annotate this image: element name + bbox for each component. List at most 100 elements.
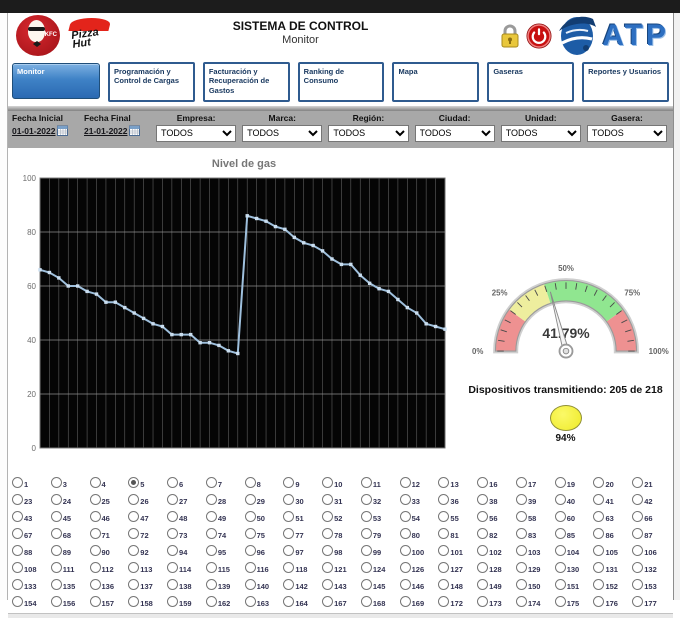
radio-button[interactable] — [593, 545, 605, 556]
device-radio-116[interactable]: 116 — [244, 562, 284, 575]
radio-button[interactable] — [167, 494, 179, 505]
radio-button[interactable] — [399, 511, 411, 522]
radio-button[interactable] — [438, 528, 450, 539]
calendar-icon[interactable] — [129, 125, 141, 136]
radio-button[interactable] — [167, 596, 179, 607]
radio-button[interactable] — [399, 494, 411, 505]
device-radio-102[interactable]: 102 — [477, 545, 516, 558]
radio-button[interactable] — [360, 511, 372, 522]
device-radio-3[interactable]: 3 — [50, 477, 90, 490]
device-radio-138[interactable]: 138 — [167, 579, 206, 592]
radio-button[interactable] — [89, 596, 101, 607]
radio-button[interactable] — [477, 545, 489, 556]
device-radio-154[interactable]: 154 — [12, 596, 51, 609]
device-radio-112[interactable]: 112 — [89, 562, 129, 575]
device-radio-132[interactable]: 132 — [632, 562, 671, 575]
radio-button[interactable] — [283, 596, 295, 607]
device-radio-81[interactable]: 81 — [438, 528, 477, 541]
device-radio-74[interactable]: 74 — [205, 528, 245, 541]
device-radio-26[interactable]: 26 — [128, 494, 167, 507]
right-scrollbar-strip[interactable] — [673, 13, 680, 600]
filter-select-marca[interactable]: TODOS — [242, 124, 323, 142]
device-radio-157[interactable]: 157 — [89, 596, 129, 609]
radio-button[interactable] — [244, 579, 256, 590]
device-radio-79[interactable]: 79 — [360, 528, 400, 541]
radio-button[interactable] — [399, 579, 411, 590]
radio-button[interactable] — [360, 562, 372, 573]
radio-button[interactable] — [554, 477, 566, 488]
radio-button[interactable] — [12, 596, 23, 607]
radio-button[interactable] — [322, 511, 334, 522]
radio-button[interactable] — [205, 494, 217, 505]
device-radio-86[interactable]: 86 — [593, 528, 632, 541]
device-radio-38[interactable]: 38 — [477, 494, 516, 507]
device-radio-137[interactable]: 137 — [128, 579, 167, 592]
radio-button[interactable] — [632, 511, 644, 522]
device-radio-136[interactable]: 136 — [89, 579, 129, 592]
device-radio-40[interactable]: 40 — [554, 494, 594, 507]
device-radio-73[interactable]: 73 — [167, 528, 206, 541]
radio-button[interactable] — [360, 528, 372, 539]
radio-button[interactable] — [515, 477, 527, 488]
device-radio-163[interactable]: 163 — [244, 596, 284, 609]
radio-button[interactable] — [593, 562, 605, 573]
device-radio-60[interactable]: 60 — [554, 511, 594, 524]
radio-button[interactable] — [322, 579, 334, 590]
radio-button[interactable] — [244, 562, 256, 573]
device-radio-108[interactable]: 108 — [12, 562, 51, 575]
radio-button[interactable] — [205, 477, 217, 488]
device-radio-31[interactable]: 31 — [322, 494, 361, 507]
radio-button[interactable] — [515, 528, 527, 539]
radio-button[interactable] — [89, 511, 101, 522]
radio-button[interactable] — [477, 596, 489, 607]
radio-button[interactable] — [322, 596, 334, 607]
device-radio-56[interactable]: 56 — [477, 511, 516, 524]
device-radio-54[interactable]: 54 — [399, 511, 439, 524]
device-radio-172[interactable]: 172 — [438, 596, 477, 609]
device-radio-89[interactable]: 89 — [50, 545, 90, 558]
device-radio-11[interactable]: 11 — [360, 477, 400, 490]
radio-button[interactable] — [515, 562, 527, 573]
tab-gaseras[interactable]: Gaseras — [487, 62, 575, 102]
device-radio-9[interactable]: 9 — [283, 477, 322, 490]
device-radio-164[interactable]: 164 — [283, 596, 322, 609]
device-radio-158[interactable]: 158 — [128, 596, 167, 609]
radio-button[interactable] — [438, 511, 450, 522]
radio-button[interactable] — [283, 494, 295, 505]
device-radio-101[interactable]: 101 — [438, 545, 477, 558]
radio-button[interactable] — [128, 494, 140, 505]
device-radio-42[interactable]: 42 — [632, 494, 671, 507]
device-radio-80[interactable]: 80 — [399, 528, 439, 541]
device-radio-168[interactable]: 168 — [360, 596, 400, 609]
filter-select-empresa[interactable]: TODOS — [156, 124, 237, 142]
device-radio-55[interactable]: 55 — [438, 511, 477, 524]
device-radio-1[interactable]: 1 — [12, 477, 51, 490]
device-radio-98[interactable]: 98 — [322, 545, 361, 558]
radio-button[interactable] — [322, 494, 334, 505]
device-radio-100[interactable]: 100 — [399, 545, 439, 558]
radio-button[interactable] — [515, 596, 527, 607]
radio-button[interactable] — [399, 596, 411, 607]
radio-button[interactable] — [283, 579, 295, 590]
fecha-final-value[interactable]: 21-01-2022 — [84, 125, 128, 136]
radio-button[interactable] — [89, 579, 101, 590]
device-radio-46[interactable]: 46 — [89, 511, 129, 524]
tab-mapa[interactable]: Mapa — [392, 62, 480, 102]
tab-ranking-de-consumo[interactable]: Ranking de Consumo — [297, 62, 385, 102]
radio-button[interactable] — [399, 528, 411, 539]
radio-button[interactable] — [167, 562, 179, 573]
device-radio-5[interactable]: 5 — [128, 477, 167, 490]
device-radio-53[interactable]: 53 — [360, 511, 400, 524]
radio-button[interactable] — [438, 596, 450, 607]
radio-button[interactable] — [50, 511, 62, 522]
device-radio-30[interactable]: 30 — [283, 494, 322, 507]
device-radio-50[interactable]: 50 — [244, 511, 284, 524]
radio-button[interactable] — [554, 579, 566, 590]
device-radio-45[interactable]: 45 — [50, 511, 90, 524]
device-radio-43[interactable]: 43 — [12, 511, 51, 524]
device-radio-63[interactable]: 63 — [593, 511, 632, 524]
radio-button[interactable] — [12, 528, 23, 539]
device-radio-143[interactable]: 143 — [322, 579, 361, 592]
device-radio-77[interactable]: 77 — [283, 528, 322, 541]
device-radio-24[interactable]: 24 — [50, 494, 90, 507]
